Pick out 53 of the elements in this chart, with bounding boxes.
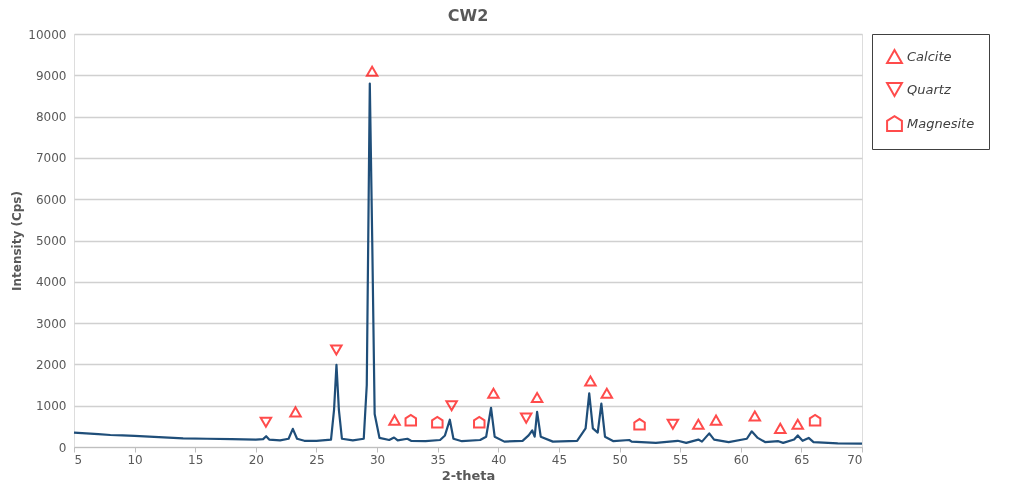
legend-label: Magnesite [907, 115, 975, 131]
y-tick-label: 1000 [35, 399, 67, 414]
x-tick-label: 20 [248, 452, 264, 467]
x-tick-label: 50 [612, 452, 628, 467]
y-tick-label: 6000 [35, 192, 67, 207]
x-tick-label: 45 [551, 452, 568, 467]
point [289, 406, 302, 418]
point [519, 412, 533, 424]
y-tick-label: 3000 [35, 316, 67, 331]
point [330, 344, 343, 356]
point [600, 387, 614, 399]
point [431, 415, 444, 429]
y-tick-label: 7000 [35, 151, 67, 166]
x-axis-title: 2-theta [441, 467, 496, 483]
point [709, 414, 723, 426]
point [487, 387, 500, 399]
x-tick-label: 60 [733, 452, 749, 467]
x-tick-label: 40 [491, 452, 507, 467]
x-tick-label: 65 [794, 452, 810, 467]
point [473, 415, 486, 429]
point [445, 400, 458, 412]
x-tick-label: 25 [309, 452, 325, 467]
x-tick-label: 10 [127, 452, 143, 467]
point [774, 422, 787, 434]
x-tick-label: 30 [369, 452, 386, 467]
legend-label: Calcite [907, 48, 952, 64]
x-tick-label: 35 [430, 452, 446, 467]
point [808, 413, 822, 427]
point [748, 410, 762, 422]
x-tick-label: 55 [673, 452, 689, 467]
y-tick-label: 9000 [35, 68, 67, 83]
y-tick-label: 0 [58, 440, 67, 455]
point [666, 418, 680, 430]
y-tick-label: 10000 [28, 27, 67, 42]
y-tick-label: 8000 [35, 110, 67, 125]
x-tick-label: 5 [74, 452, 83, 467]
y-tick-label: 4000 [35, 275, 67, 290]
x-tick-label: 15 [188, 452, 204, 467]
point [388, 414, 401, 426]
point [530, 391, 544, 403]
point [259, 416, 273, 428]
point [404, 413, 418, 427]
point [692, 418, 705, 430]
y-tick-label: 2000 [35, 357, 67, 372]
point [633, 418, 646, 431]
y-axis-title: Intensity (Cps) [10, 191, 25, 291]
point [584, 375, 597, 387]
y-tick-label: 5000 [35, 234, 67, 248]
point [365, 65, 379, 77]
point [791, 418, 804, 430]
chart-title: CW2 [447, 6, 489, 25]
x-tick-label: 70 [847, 452, 863, 467]
legend-label: Quartz [907, 81, 952, 97]
